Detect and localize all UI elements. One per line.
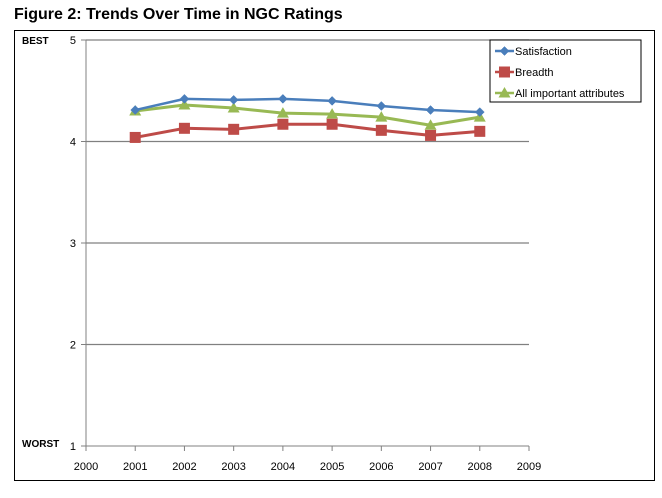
legend-swatch-marker: [498, 87, 511, 98]
data-point-satisfaction: [425, 105, 436, 115]
x-tick-labels: 2000 2001 2002 2003 2004 2005 2006 2007 2008 2009: [74, 446, 541, 473]
data-point-all-important-attributes: [326, 108, 339, 119]
data-point-all-important-attributes: [178, 98, 191, 110]
data-point-breadth: [129, 131, 141, 143]
legend-label: All important attributes: [515, 88, 625, 100]
y-tick-label: 2: [70, 340, 76, 352]
data-point-breadth: [178, 122, 190, 134]
legend-swatch-marker: [499, 66, 510, 78]
data-point-breadth: [474, 125, 486, 137]
legend-label: Breadth: [515, 67, 554, 79]
data-point-breadth: [375, 124, 387, 136]
series-line-breadth: [134, 122, 480, 139]
series-line-satisfaction: [134, 97, 480, 114]
figure-title: Figure 2: Trends Over Time in NGC Rating…: [14, 6, 343, 23]
data-point-satisfaction: [130, 105, 141, 115]
legend-box: [489, 39, 642, 103]
y-axis-best-label: BEST: [22, 36, 49, 47]
x-tick-label: 2002: [172, 461, 196, 473]
y-tick-label: 4: [70, 137, 76, 149]
y-tick-labels: 1 2 3 4 5: [70, 35, 86, 453]
x-tick-label: 2009: [517, 461, 541, 473]
data-point-satisfaction: [228, 95, 239, 105]
series-satisfaction: [130, 94, 485, 117]
legend-items: Satisfaction Breadth All important attribu…: [495, 46, 625, 100]
data-point-satisfaction: [327, 96, 337, 106]
data-point-satisfaction: [474, 107, 485, 117]
data-point-all-important-attributes: [227, 102, 240, 113]
data-point-all-important-attributes: [375, 111, 388, 122]
legend-item-satisfaction: Satisfaction: [495, 46, 572, 58]
grid-lines: [86, 39, 529, 346]
data-point-breadth: [228, 123, 240, 135]
legend-swatch-marker: [499, 46, 510, 56]
x-tick-label: 2001: [123, 461, 147, 473]
x-tick-label: 2006: [369, 461, 393, 473]
series-line-all-important-attributes: [135, 103, 481, 127]
data-point-breadth: [326, 118, 338, 130]
x-tick-label: 2004: [271, 461, 295, 473]
data-point-all-important-attributes: [276, 107, 289, 118]
x-tick-label: 2007: [418, 461, 442, 473]
data-point-satisfaction: [278, 94, 288, 104]
legend-item-breadth: Breadth: [495, 66, 554, 79]
legend: Satisfaction Breadth All important attribu…: [489, 39, 642, 103]
data-point-breadth: [277, 118, 289, 130]
series-group: [129, 94, 486, 143]
data-point-satisfaction: [376, 101, 387, 111]
legend-label: Satisfaction: [515, 46, 572, 58]
y-axis-worst-label: WORST: [22, 439, 59, 450]
legend-item-all-important-attributes: All important attributes: [495, 87, 625, 100]
y-tick-label: 3: [70, 238, 76, 250]
y-tick-label: 5: [70, 35, 76, 47]
data-point-breadth: [425, 129, 437, 141]
x-tick-label: 2008: [468, 461, 492, 473]
x-tick-label: 2000: [74, 461, 98, 473]
y-tick-label: 1: [70, 441, 76, 453]
series-breadth: [129, 118, 486, 143]
data-point-all-important-attributes: [424, 119, 437, 130]
data-point-satisfaction: [179, 94, 190, 104]
x-tick-label: 2005: [320, 461, 344, 473]
series-all-important-attributes: [129, 98, 486, 130]
x-tick-label: 2003: [221, 461, 245, 473]
